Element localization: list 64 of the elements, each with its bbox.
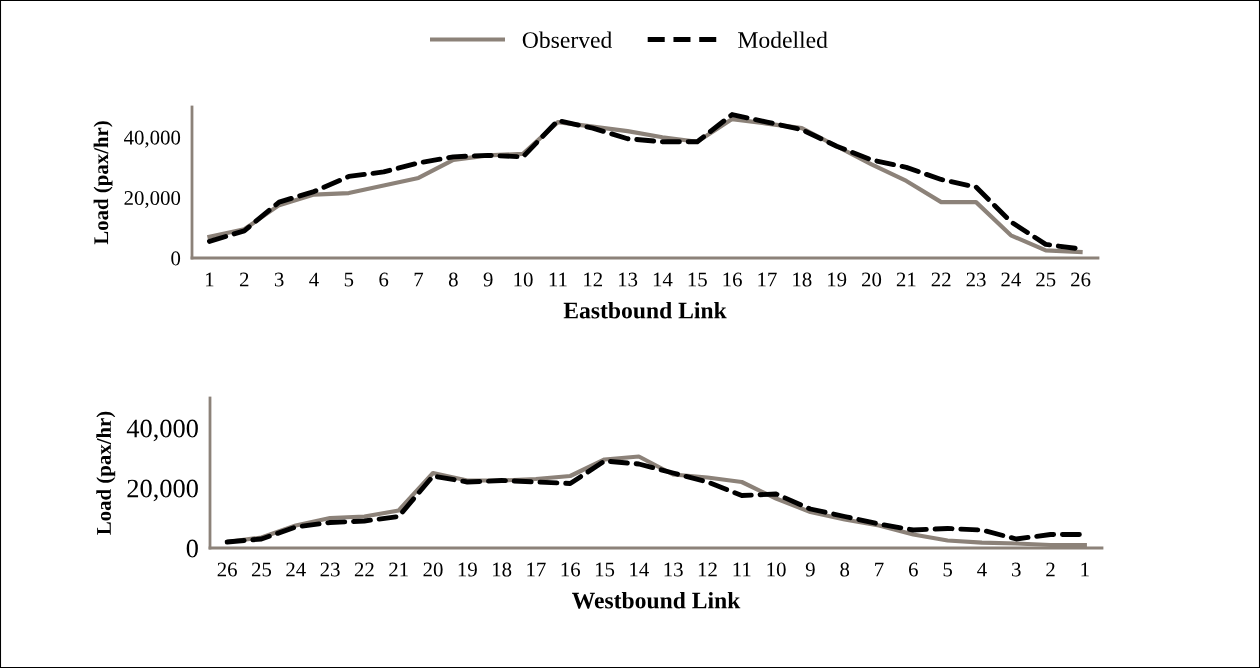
x-tick-label: 1 bbox=[1081, 562, 1089, 577]
x-tick-label: 12 bbox=[584, 272, 602, 287]
x-tick-label: 11 bbox=[733, 562, 751, 577]
x-tick-label: 25 bbox=[251, 562, 272, 577]
x-tick-label: 2 bbox=[1046, 562, 1055, 577]
y-tick-label: 40,000 bbox=[124, 130, 181, 148]
x-tick-label: 17 bbox=[758, 272, 777, 287]
x-tick-label: 4 bbox=[977, 562, 987, 577]
x-tick-label: 26 bbox=[1071, 272, 1091, 287]
y-axis-title: Load (pax/hr) bbox=[96, 411, 116, 535]
x-tick-label: 16 bbox=[561, 562, 581, 577]
x-tick-label: 22 bbox=[354, 562, 374, 577]
x-tick-label: 22 bbox=[931, 272, 951, 287]
x-tick-label: 12 bbox=[698, 562, 717, 577]
x-tick-label: 7 bbox=[875, 562, 884, 577]
x-tick-label: 2 bbox=[239, 272, 249, 287]
x-tick-label: 11 bbox=[549, 272, 567, 287]
x-tick-label: 15 bbox=[595, 562, 615, 577]
x-tick-label: 24 bbox=[286, 562, 306, 577]
x-tick-label: 26 bbox=[217, 562, 237, 577]
x-tick-label: 8 bbox=[448, 272, 458, 287]
x-tick-label: 23 bbox=[320, 562, 340, 577]
x-tick-label: 21 bbox=[389, 562, 408, 577]
x-tick-label: 6 bbox=[908, 562, 918, 577]
x-tick-label: 3 bbox=[1012, 562, 1021, 577]
x-tick-label: 14 bbox=[653, 272, 673, 287]
x-tick-label: 4 bbox=[309, 272, 319, 287]
y-tick-label: 40,000 bbox=[126, 419, 198, 442]
y-axis-title: Load (pax/hr) bbox=[93, 121, 113, 245]
x-tick-label: 10 bbox=[767, 562, 786, 577]
x-tick-label: 18 bbox=[793, 272, 812, 287]
x-tick-label: 20 bbox=[862, 272, 882, 287]
y-tick-label: 20,000 bbox=[124, 190, 181, 209]
x-tick-label: 13 bbox=[618, 272, 638, 287]
x-tick-label: 10 bbox=[514, 272, 533, 287]
x-axis-title: Westbound Link bbox=[572, 591, 741, 609]
x-tick-label: 6 bbox=[379, 272, 389, 287]
x-tick-label: 13 bbox=[664, 562, 683, 577]
x-tick-label: 14 bbox=[630, 562, 649, 577]
x-tick-label: 25 bbox=[1036, 272, 1056, 287]
x-tick-label: 8 bbox=[840, 562, 850, 577]
x-tick-label: 9 bbox=[483, 272, 493, 287]
x-tick-label: 19 bbox=[828, 272, 847, 287]
x-tick-label: 7 bbox=[414, 272, 424, 287]
x-tick-label: 16 bbox=[723, 272, 742, 287]
x-tick-label: 23 bbox=[966, 272, 986, 287]
y-tick-label: 0 bbox=[171, 251, 181, 266]
x-tick-label: 17 bbox=[527, 562, 546, 577]
legend-label: Modelled bbox=[738, 31, 828, 49]
x-tick-label: 18 bbox=[493, 562, 512, 577]
x-tick-label: 15 bbox=[688, 272, 707, 287]
x-tick-label: 5 bbox=[943, 562, 953, 577]
x-tick-label: 20 bbox=[423, 562, 443, 577]
x-tick-label: 5 bbox=[344, 272, 354, 287]
x-tick-label: 3 bbox=[274, 272, 284, 287]
x-axis-title: Eastbound Link bbox=[563, 301, 727, 319]
x-tick-label: 1 bbox=[206, 272, 214, 287]
legend-label: Observed bbox=[522, 31, 612, 49]
x-tick-label: 24 bbox=[1001, 272, 1021, 287]
y-tick-label: 20,000 bbox=[127, 479, 198, 502]
x-tick-label: 9 bbox=[805, 562, 815, 577]
x-tick-label: 21 bbox=[896, 272, 916, 287]
y-tick-label: 0 bbox=[186, 539, 198, 558]
x-tick-label: 19 bbox=[458, 562, 477, 577]
